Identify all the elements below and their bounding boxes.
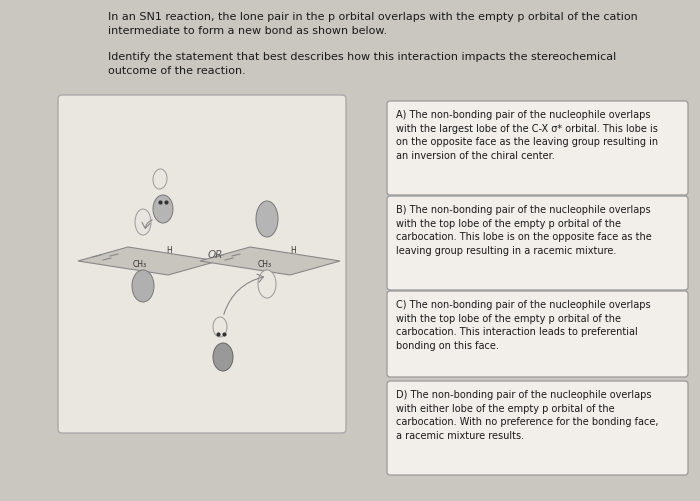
Ellipse shape [132, 271, 154, 303]
Text: D) The non-bonding pair of the nucleophile overlaps
with either lobe of the empt: D) The non-bonding pair of the nucleophi… [396, 389, 659, 440]
Ellipse shape [135, 209, 151, 235]
Polygon shape [200, 247, 340, 276]
Text: CH₃: CH₃ [133, 260, 147, 269]
FancyBboxPatch shape [387, 102, 688, 195]
Ellipse shape [258, 271, 276, 299]
Text: H: H [166, 245, 172, 255]
Text: OR: OR [207, 249, 223, 260]
Text: CH₃: CH₃ [258, 260, 272, 269]
FancyBboxPatch shape [387, 381, 688, 475]
Text: B) The non-bonding pair of the nucleophile overlaps
with the top lobe of the emp: B) The non-bonding pair of the nucleophi… [396, 204, 652, 256]
Polygon shape [78, 247, 218, 276]
FancyBboxPatch shape [58, 96, 346, 433]
Text: Identify the statement that best describes how this interaction impacts the ster: Identify the statement that best describ… [108, 52, 616, 62]
FancyArrowPatch shape [142, 220, 153, 229]
Text: In an SN1 reaction, the lone pair in the p orbital overlaps with the empty p orb: In an SN1 reaction, the lone pair in the… [108, 12, 638, 22]
Text: A) The non-bonding pair of the nucleophile overlaps
with the largest lobe of the: A) The non-bonding pair of the nucleophi… [396, 110, 658, 160]
Ellipse shape [213, 317, 227, 337]
Text: intermediate to form a new bond as shown below.: intermediate to form a new bond as shown… [108, 26, 387, 36]
FancyArrowPatch shape [224, 275, 263, 315]
Ellipse shape [213, 343, 233, 371]
FancyBboxPatch shape [387, 292, 688, 377]
FancyBboxPatch shape [387, 196, 688, 291]
Ellipse shape [153, 170, 167, 189]
Ellipse shape [153, 195, 173, 223]
Text: outcome of the reaction.: outcome of the reaction. [108, 66, 246, 76]
Text: H: H [290, 245, 295, 255]
Text: C) The non-bonding pair of the nucleophile overlaps
with the top lobe of the emp: C) The non-bonding pair of the nucleophi… [396, 300, 650, 350]
Ellipse shape [256, 201, 278, 237]
